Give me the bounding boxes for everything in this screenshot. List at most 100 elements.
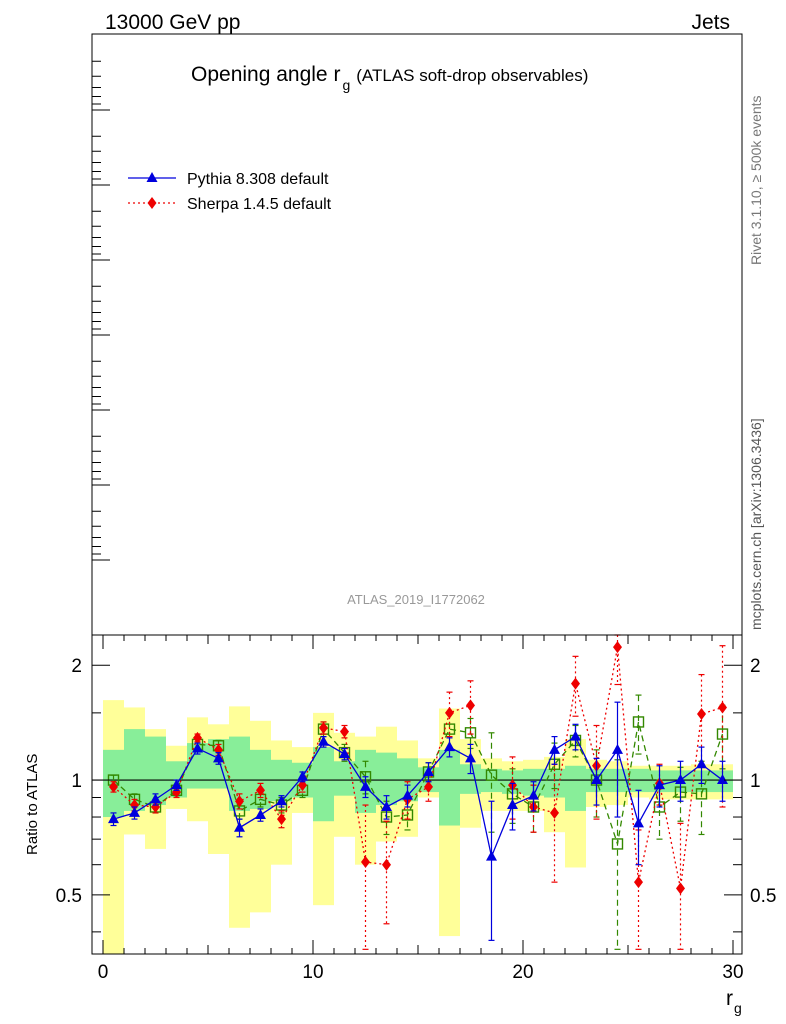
pythia-point (549, 743, 560, 754)
pythia-point (612, 743, 623, 754)
pythia-point (360, 780, 371, 791)
third-line (113, 721, 724, 845)
pythia-point (108, 813, 119, 824)
header-right: Jets (691, 11, 730, 34)
sherpa-point (697, 707, 706, 720)
inner-band-bin (460, 764, 481, 794)
ratio-panel-frame (91, 634, 743, 955)
sherpa-point (109, 780, 118, 793)
sherpa-point (277, 813, 286, 826)
inner-band-bin (187, 743, 208, 789)
x-tick-label: 30 (722, 962, 743, 983)
legend: Pythia 8.308 default Sherpa 1.4.5 default (128, 171, 332, 213)
sherpa-point (676, 882, 685, 895)
pythia-point (465, 752, 476, 763)
x-tick-label: 10 (302, 962, 323, 983)
sherpa-point (130, 799, 139, 812)
sherpa-line (512, 647, 723, 889)
sherpa-point (634, 876, 643, 889)
third-point (485, 769, 498, 781)
pythia-point (297, 770, 308, 781)
pythia-series (108, 701, 728, 941)
pythia-point (696, 758, 707, 769)
sherpa-line (113, 704, 471, 866)
y-axis-label: Ratio to ATLAS (24, 754, 41, 855)
pythia-point (654, 779, 665, 790)
series-layer (107, 634, 729, 950)
legend-diamond-marker (147, 197, 157, 209)
y-tick-label-right: 2 (750, 656, 761, 677)
legend-item: Pythia 8.308 default (128, 171, 329, 188)
outer-band-bin (103, 700, 124, 954)
pythia-point (171, 779, 182, 790)
sherpa-point (256, 784, 265, 797)
third-point (716, 728, 729, 740)
y-tick-label: 0.5 (56, 886, 82, 907)
ratio-axes: 0 10 20 30 0.5 0.5 1 1 2 2 (56, 635, 776, 983)
x-tick-label: 0 (98, 962, 109, 983)
third-point (632, 716, 645, 728)
pythia-point (570, 730, 581, 741)
sherpa-point (613, 641, 622, 654)
pythia-point (402, 789, 413, 800)
legend-triangle-marker (146, 172, 158, 182)
sherpa-point (424, 780, 433, 793)
third-point (611, 838, 624, 850)
sherpa-series (109, 634, 727, 950)
plot-title-sub: g (342, 77, 350, 93)
sherpa-point (151, 800, 160, 813)
third-point (695, 788, 708, 800)
x-tick-label: 20 (512, 962, 533, 983)
ratio-panel: 0 10 20 30 0.5 0.5 1 1 2 2 (56, 634, 776, 983)
main-panel-ticks (92, 60, 110, 561)
sherpa-point (550, 806, 559, 819)
pythia-point (276, 795, 287, 806)
pythia-point (339, 748, 350, 759)
pythia-point (675, 774, 686, 785)
x-axis-label-main: r (726, 987, 733, 1010)
pythia-point (717, 774, 728, 785)
main-panel-frame (91, 33, 743, 636)
sherpa-point (340, 725, 349, 738)
x-axis-label-sub: g (734, 1000, 742, 1016)
pythia-point (591, 774, 602, 785)
inner-band-bin (439, 749, 460, 826)
legend-item: Sherpa 1.4.5 default (128, 196, 332, 213)
legend-label: Sherpa 1.4.5 default (187, 196, 332, 213)
inner-band-bin (313, 747, 334, 822)
mcplots-label: mcplots.cern.ch [arXiv:1306.3436] (748, 418, 764, 630)
pythia-point (129, 806, 140, 817)
pythia-point (192, 742, 203, 753)
inner-band-bin (334, 761, 355, 796)
pythia-point (507, 799, 518, 810)
pythia-point (255, 808, 266, 819)
sherpa-point (361, 855, 370, 868)
sherpa-point (319, 721, 328, 734)
inner-band-bin (376, 752, 397, 806)
sherpa-point (571, 677, 580, 690)
sherpa-point (235, 795, 244, 808)
inner-band-bin (145, 736, 166, 806)
pythia-point (234, 821, 245, 832)
plot-title-main: Opening angle r (191, 63, 340, 86)
x-axis-label: rg (726, 987, 742, 1016)
plot-title: Opening angle r g (ATLAS soft-drop observa… (191, 63, 588, 93)
pythia-point (528, 789, 539, 800)
inner-band-bin (124, 729, 145, 811)
pythia-point (318, 735, 329, 746)
pythia-point (423, 765, 434, 776)
pythia-point (381, 800, 392, 811)
header-left: 13000 GeV pp (105, 11, 240, 34)
pythia-point (486, 850, 497, 861)
y-tick-label-right: 0.5 (750, 886, 776, 907)
pythia-point (633, 817, 644, 828)
pythia-point (213, 752, 224, 763)
analysis-id: ATLAS_2019_I1772062 (347, 592, 485, 607)
pythia-line (113, 735, 723, 859)
y-tick-label-right: 1 (750, 771, 761, 792)
pythia-point (444, 741, 455, 752)
rivet-label: Rivet 3.1.10, ≥ 500k events (748, 95, 764, 265)
plot-title-extra: (ATLAS soft-drop observables) (356, 66, 588, 85)
sherpa-point (193, 731, 202, 744)
y-tick-label: 2 (71, 656, 82, 677)
